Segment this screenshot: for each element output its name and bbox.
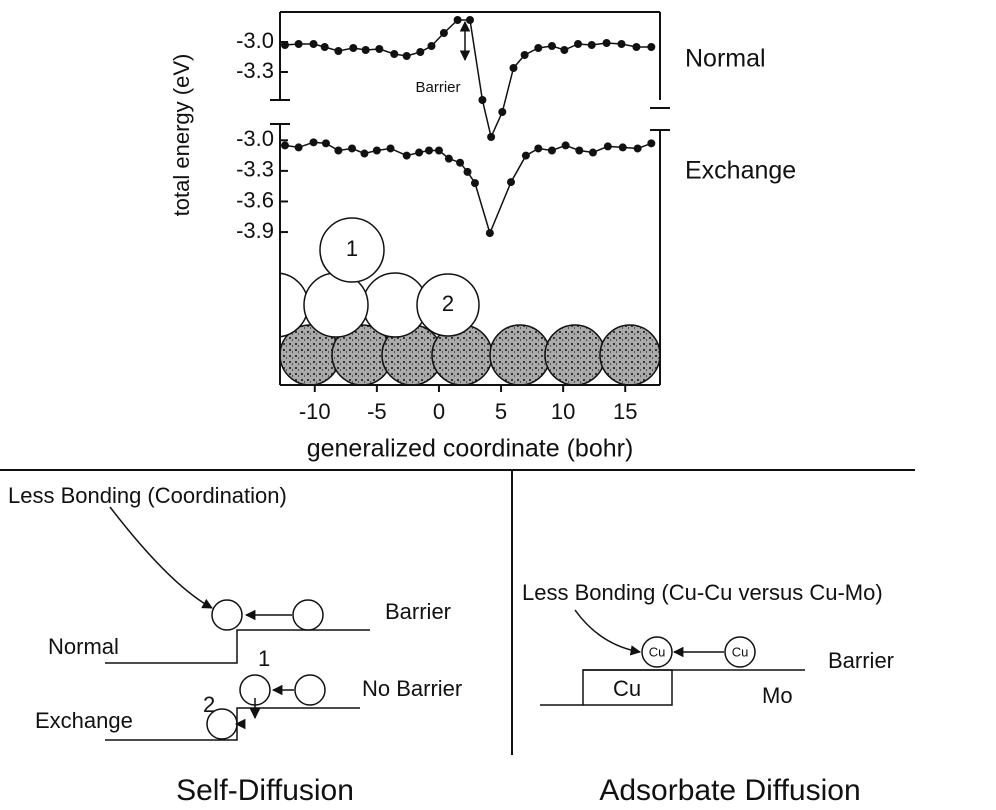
data-point bbox=[634, 144, 642, 152]
data-point bbox=[509, 64, 517, 72]
atom-label: 2 bbox=[442, 291, 454, 316]
data-point bbox=[560, 46, 568, 54]
data-point bbox=[445, 155, 453, 163]
substrate-label: Mo bbox=[762, 683, 793, 708]
panel-title: Self-Diffusion bbox=[176, 774, 354, 807]
data-point bbox=[373, 146, 381, 154]
island-label: Cu bbox=[613, 676, 641, 701]
atom-label: Cu bbox=[732, 644, 749, 659]
data-point bbox=[498, 108, 506, 116]
data-point bbox=[403, 52, 411, 60]
data-point bbox=[618, 40, 626, 48]
data-point bbox=[521, 51, 529, 59]
y-tick-label: -3.0 bbox=[236, 126, 274, 151]
result-label: Barrier bbox=[828, 648, 894, 673]
data-point bbox=[416, 48, 424, 56]
data-point bbox=[415, 149, 423, 157]
data-point bbox=[428, 42, 436, 50]
data-point bbox=[562, 141, 570, 149]
data-point bbox=[295, 40, 303, 48]
data-point bbox=[574, 40, 582, 48]
y-tick-label: -3.6 bbox=[236, 187, 274, 212]
data-point bbox=[575, 146, 583, 154]
result-label: Barrier bbox=[385, 599, 451, 624]
atom-label: 2 bbox=[203, 692, 215, 717]
mode-label: Normal bbox=[48, 634, 119, 659]
data-point bbox=[334, 47, 342, 55]
x-tick-label: -5 bbox=[367, 399, 387, 424]
data-point bbox=[295, 143, 303, 151]
data-point bbox=[334, 146, 342, 154]
data-point bbox=[619, 143, 627, 151]
x-tick-label: -10 bbox=[299, 399, 331, 424]
data-point bbox=[403, 152, 411, 160]
data-point bbox=[425, 146, 433, 154]
self-diffusion-diagram bbox=[105, 507, 370, 740]
data-point bbox=[534, 44, 542, 52]
atom-label: Cu bbox=[649, 644, 666, 659]
data-point bbox=[310, 40, 318, 48]
data-point bbox=[440, 29, 448, 37]
data-point bbox=[604, 142, 612, 150]
result-label: No Barrier bbox=[362, 676, 462, 701]
atom-label: 1 bbox=[346, 236, 358, 261]
data-point bbox=[310, 138, 318, 146]
panel-title: Adsorbate Diffusion bbox=[599, 774, 860, 807]
x-tick-label: 15 bbox=[613, 399, 637, 424]
figure: 1 2 Less Bonding (Coordination) Barrier … bbox=[0, 0, 996, 810]
y-tick-label: -3.0 bbox=[236, 28, 274, 53]
data-point bbox=[507, 178, 515, 186]
y-tick-label: -3.9 bbox=[236, 218, 274, 243]
data-line bbox=[285, 142, 651, 233]
x-axis-label: generalized coordinate (bohr) bbox=[307, 435, 634, 463]
data-point bbox=[534, 144, 542, 152]
data-point bbox=[464, 168, 472, 176]
data-point bbox=[360, 150, 368, 158]
data-point bbox=[387, 144, 395, 152]
data-point bbox=[589, 149, 597, 157]
series-label: Normal bbox=[685, 45, 766, 73]
annotation: Less Bonding (Cu-Cu versus Cu-Mo) bbox=[522, 580, 883, 605]
data-point bbox=[647, 43, 655, 51]
data-point bbox=[588, 41, 596, 49]
data-line bbox=[285, 20, 651, 137]
data-point bbox=[522, 152, 530, 160]
data-point bbox=[478, 96, 486, 104]
data-point bbox=[321, 43, 329, 51]
atom-label: 1 bbox=[258, 646, 270, 671]
data-point bbox=[486, 229, 494, 237]
annotation: Barrier bbox=[415, 79, 460, 96]
data-point bbox=[435, 146, 443, 154]
data-point bbox=[349, 44, 357, 52]
mode-label: Exchange bbox=[35, 708, 133, 733]
y-tick-label: -3.3 bbox=[236, 157, 274, 182]
y-tick-label: -3.3 bbox=[236, 58, 274, 83]
x-tick-label: 0 bbox=[433, 399, 445, 424]
data-point bbox=[632, 43, 640, 51]
data-point bbox=[456, 159, 464, 167]
data-point bbox=[454, 16, 462, 24]
data-point bbox=[603, 39, 611, 47]
data-point bbox=[466, 16, 474, 24]
data-point bbox=[390, 50, 398, 58]
data-point bbox=[362, 46, 370, 54]
data-point bbox=[322, 139, 330, 147]
data-point bbox=[548, 42, 556, 50]
y-axis-label: total energy (eV) bbox=[169, 54, 194, 217]
data-point bbox=[348, 144, 356, 152]
data-point bbox=[281, 141, 289, 149]
data-point bbox=[375, 45, 383, 53]
series-label: Exchange bbox=[685, 157, 796, 185]
x-tick-label: 5 bbox=[495, 399, 507, 424]
x-tick-label: 10 bbox=[551, 399, 575, 424]
data-point bbox=[471, 179, 479, 187]
data-point bbox=[281, 41, 289, 49]
data-point bbox=[487, 133, 495, 141]
data-point bbox=[647, 139, 655, 147]
annotation: Less Bonding (Coordination) bbox=[8, 483, 287, 508]
data-point bbox=[548, 146, 556, 154]
